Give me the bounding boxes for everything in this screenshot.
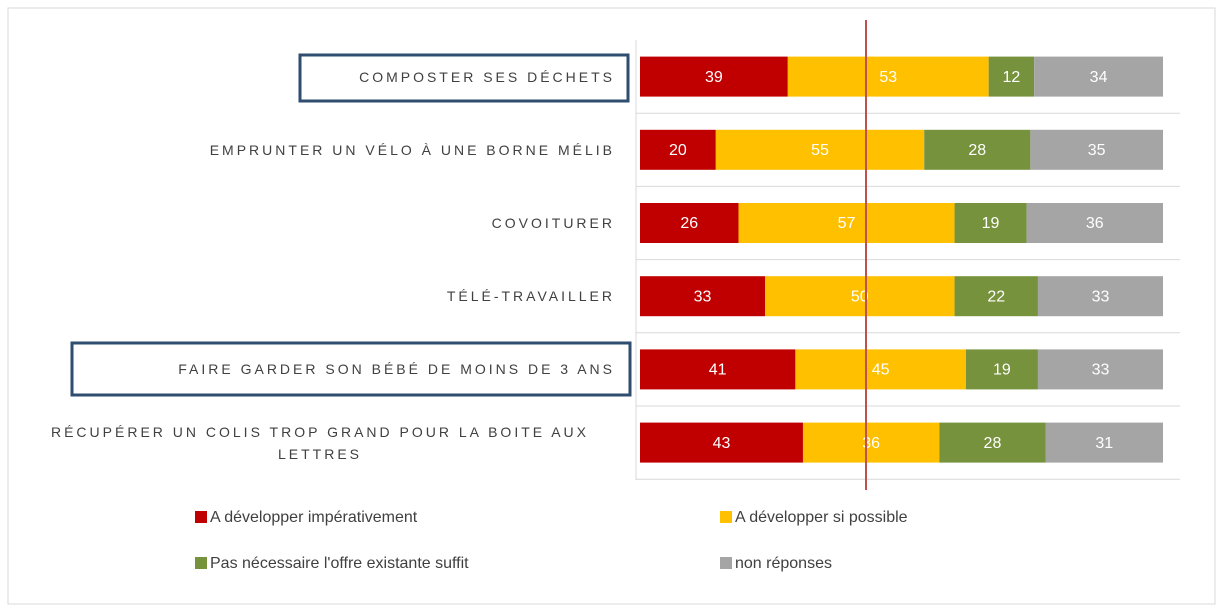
category-label: RÉCUPÉRER UN COLIS TROP GRAND POUR LA BO… bbox=[50, 423, 590, 462]
legend-swatch bbox=[720, 557, 732, 569]
value-label: 22 bbox=[987, 288, 1005, 305]
legend-swatch bbox=[195, 511, 207, 523]
highlight-box bbox=[298, 53, 630, 103]
value-label: 33 bbox=[1092, 288, 1110, 305]
bar-segment bbox=[802, 422, 940, 463]
bar-segment bbox=[1045, 422, 1163, 463]
value-label: 43 bbox=[713, 435, 731, 452]
value-label: 26 bbox=[680, 215, 698, 232]
value-label: 12 bbox=[1003, 69, 1021, 86]
value-label: 19 bbox=[993, 362, 1011, 379]
bar-segment bbox=[1037, 349, 1163, 390]
bar-segment bbox=[640, 276, 766, 317]
value-label: 19 bbox=[982, 215, 1000, 232]
bar-segment bbox=[924, 129, 1031, 170]
bar-segment bbox=[954, 203, 1027, 243]
bar-segment bbox=[715, 129, 925, 170]
bar-segment bbox=[988, 56, 1035, 97]
value-label: 36 bbox=[1086, 215, 1104, 232]
value-label: 41 bbox=[709, 362, 727, 379]
bar-segment bbox=[787, 56, 989, 97]
bar-segment bbox=[1030, 129, 1163, 170]
value-label: 33 bbox=[694, 288, 712, 305]
bar-segment bbox=[795, 349, 966, 390]
legend-label: Pas nécessaire l'offre existante suffit bbox=[210, 555, 469, 572]
legend-swatch bbox=[720, 511, 732, 523]
bar-segment bbox=[738, 203, 955, 243]
value-label: 45 bbox=[872, 362, 890, 379]
marks: 39 53 12 34 20 55 28 35 26 57 19 36 33 50 22 33 41 45 19 33… bbox=[636, 56, 1180, 480]
bar-segment bbox=[640, 56, 788, 97]
bar-segment bbox=[1026, 203, 1163, 243]
value-label: 28 bbox=[984, 435, 1002, 452]
legend-swatch bbox=[195, 557, 207, 569]
bar-segment bbox=[640, 129, 716, 170]
frame bbox=[7, 7, 1216, 605]
value-label: 57 bbox=[838, 215, 856, 232]
value-label: 53 bbox=[879, 69, 897, 86]
value-label: 34 bbox=[1090, 69, 1108, 86]
value-label: 39 bbox=[705, 69, 723, 86]
bar-segment bbox=[640, 203, 739, 243]
bar-segment bbox=[640, 422, 803, 463]
legend-label: A développer impérativement bbox=[210, 509, 418, 526]
category-label: EMPRUNTER UN VÉLO À UNE BORNE MÉLIB bbox=[209, 141, 615, 158]
category-label: TÉLÉ-TRAVAILLER bbox=[446, 288, 615, 305]
bar-segment bbox=[965, 349, 1038, 390]
value-label: 36 bbox=[862, 435, 880, 452]
value-label: 20 bbox=[669, 142, 687, 159]
highlight-box bbox=[70, 341, 632, 397]
bar-segment bbox=[1037, 276, 1163, 317]
category-label: COVOITURER bbox=[491, 215, 615, 231]
value-label: 31 bbox=[1095, 435, 1113, 452]
bar-segment bbox=[640, 349, 796, 390]
category-label: COMPOSTER SES DÉCHETS bbox=[359, 68, 615, 85]
value-label: 55 bbox=[811, 142, 829, 159]
bar-segment bbox=[939, 422, 1046, 463]
bar-segment bbox=[765, 276, 955, 317]
bar-segment bbox=[954, 276, 1038, 317]
value-label: 28 bbox=[968, 142, 986, 159]
value-label: 33 bbox=[1092, 362, 1110, 379]
value-label: 50 bbox=[851, 288, 869, 305]
value-label: 35 bbox=[1088, 142, 1106, 159]
bar-segment bbox=[1034, 56, 1163, 97]
category-label: FAIRE GARDER SON BÉBÉ DE MOINS DE 3 ANS bbox=[178, 361, 615, 378]
legend-label: non réponses bbox=[735, 555, 832, 572]
legend-label: A développer si possible bbox=[735, 509, 908, 526]
